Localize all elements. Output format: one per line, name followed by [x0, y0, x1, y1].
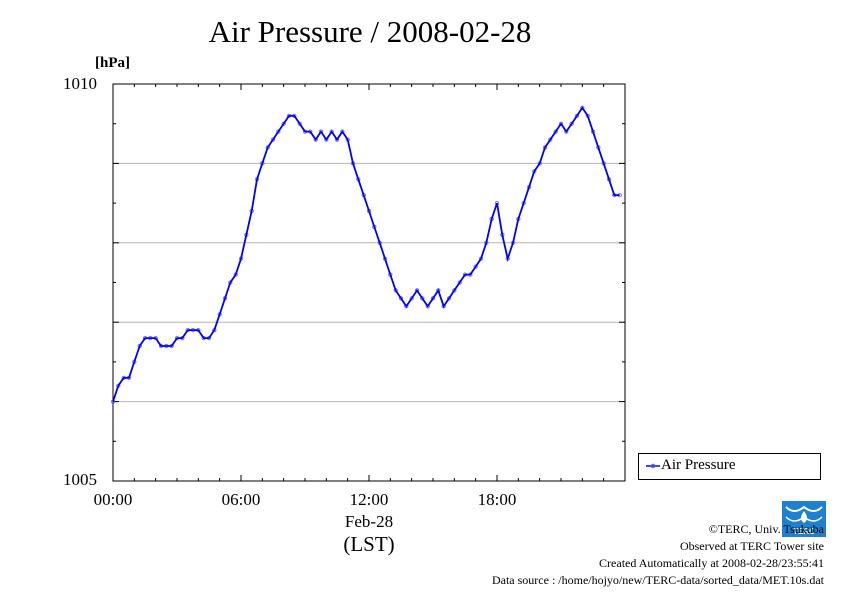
legend-line-marker-icon: [646, 463, 660, 469]
data-point: [558, 121, 564, 126]
copyright-credit: ©TERC, Univ. Tsukuba: [708, 522, 824, 536]
y-axis-unit-label: [hPa]: [95, 55, 130, 71]
data-point: [276, 129, 281, 134]
data-point: [281, 121, 286, 126]
created-timestamp: Created Automatically at 2008-02-28/23:5…: [599, 556, 824, 570]
data-point: [473, 264, 478, 269]
data-point: [318, 129, 324, 134]
observation-site: Observed at TERC Tower site: [679, 539, 824, 553]
data-point: [457, 280, 462, 285]
data-point: [404, 304, 409, 309]
data-point: [452, 288, 457, 293]
data-point: [574, 113, 580, 118]
chart-title: Air Pressure / 2008-02-28: [208, 14, 532, 49]
series-line-air-pressure: [112, 106, 620, 402]
data-point: [425, 304, 430, 309]
y-tick-label-1010: 1010: [63, 74, 97, 93]
data-point: [334, 137, 340, 142]
data-point: [270, 137, 276, 142]
terc-logo-icon: TERC: [782, 501, 826, 537]
data-point: [446, 296, 452, 301]
y-tick-label-1005: 1005: [63, 470, 97, 489]
data-point: [580, 105, 585, 110]
data-point: [569, 121, 574, 126]
x-tick-label-1800: 18:00: [477, 490, 517, 509]
grid-lines: [113, 162, 625, 403]
data-point: [329, 129, 334, 134]
data-point: [553, 129, 558, 134]
x-date-label: Feb-28: [344, 512, 394, 531]
x-axis-label: (LST): [343, 532, 395, 556]
data-point: [340, 129, 345, 134]
data-source-path: Data source : /home/hojyo/new/TERC-data/…: [491, 573, 824, 587]
terc-logo: TERC: [782, 501, 826, 537]
x-tick-label-0600: 06:00: [221, 490, 261, 509]
x-tick-label-1200: 12:00: [349, 490, 389, 509]
data-point: [564, 129, 569, 134]
legend: Air Pressure: [638, 453, 821, 480]
data-point: [297, 121, 302, 126]
data-point: [548, 137, 553, 142]
data-point: [409, 296, 414, 301]
data-point: [420, 296, 425, 301]
svg-text:TERC: TERC: [793, 527, 815, 536]
legend-label: Air Pressure: [661, 457, 736, 473]
data-point: [414, 288, 420, 293]
data-point: [398, 296, 404, 301]
data-point: [324, 137, 329, 142]
x-tick-label-0000: 00:00: [93, 490, 133, 509]
axis-ticks: [112, 83, 626, 482]
data-point: [313, 137, 318, 142]
data-point: [430, 296, 436, 301]
